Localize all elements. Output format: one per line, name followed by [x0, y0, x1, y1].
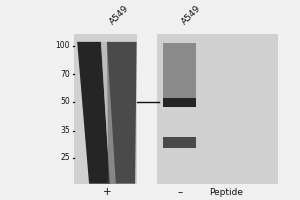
Polygon shape [101, 42, 116, 184]
Bar [164, 137, 196, 148]
Text: –: – [177, 187, 182, 197]
Text: 70: 70 [60, 70, 70, 79]
Text: 50: 50 [60, 97, 70, 106]
Text: 25: 25 [60, 153, 70, 162]
Text: A549: A549 [180, 4, 202, 27]
Polygon shape [107, 42, 136, 184]
Bar [74, 34, 278, 184]
Bar [164, 43, 196, 99]
Text: +: + [103, 187, 111, 197]
Text: Peptide: Peptide [209, 188, 243, 197]
Text: A549: A549 [108, 4, 131, 27]
Text: 35: 35 [60, 126, 70, 135]
Text: 100: 100 [55, 41, 70, 50]
Bar [136, 34, 158, 184]
Polygon shape [77, 42, 110, 184]
Bar [164, 98, 196, 107]
